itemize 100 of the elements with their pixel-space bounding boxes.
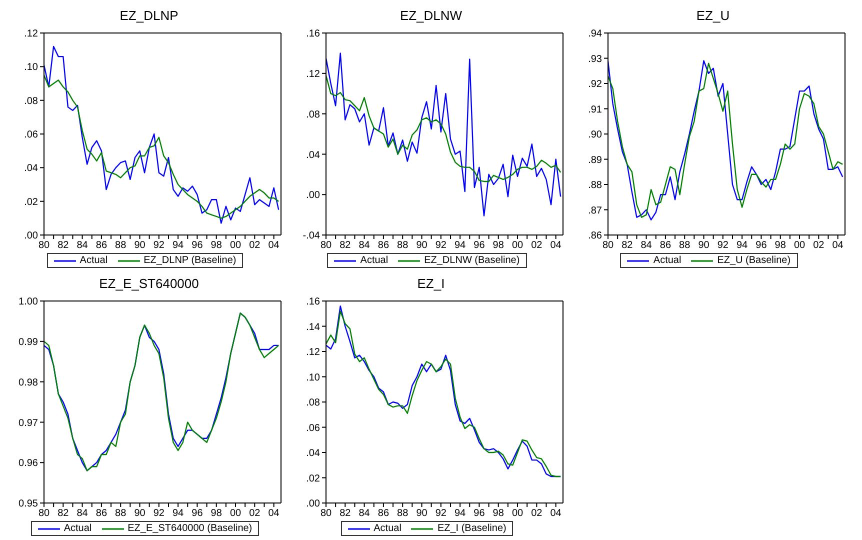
x-tick-label: 82 [340, 240, 352, 252]
x-tick-label: 98 [210, 508, 222, 520]
legend-label: EZ_U (Baseline) [717, 255, 791, 266]
x-tick-label: 04 [550, 240, 562, 252]
x-tick-label: 84 [76, 508, 88, 520]
x-tick-label: 00 [512, 508, 524, 520]
x-tick-label: 90 [416, 240, 428, 252]
x-tick-label: 80 [38, 240, 50, 252]
y-tick-label: .12 [306, 68, 320, 80]
chart-title: EZ_I [416, 276, 446, 293]
y-tick-label: .00 [24, 230, 38, 242]
x-tick-label: 94 [454, 508, 466, 520]
legend-label: Actual [374, 523, 402, 534]
y-tick-label: .87 [588, 205, 602, 216]
x-tick-label: 98 [492, 240, 504, 252]
line-series [326, 52, 562, 216]
y-tick-label: .08 [24, 96, 38, 107]
x-tick-label: 04 [832, 240, 844, 252]
x-tick-label: 94 [172, 508, 184, 520]
x-tick-label: 86 [96, 240, 108, 252]
y-tick-label: .10 [306, 372, 320, 384]
legend-label: EZ_E_ST640000 (Baseline) [128, 523, 252, 534]
y-tick-label: .16 [306, 28, 320, 40]
chart-title: EZ_DLNW [398, 8, 464, 25]
x-tick-label: 82 [58, 240, 70, 252]
chart-title: EZ_U [695, 8, 731, 25]
y-tick-label: .12 [24, 28, 38, 40]
chart-title: EZ_DLNP [118, 8, 180, 25]
y-tick-label: 0.97 [18, 418, 38, 429]
x-tick-label: 86 [378, 240, 390, 252]
legend-label: Actual [360, 255, 388, 266]
y-tick-label: .00 [306, 190, 320, 202]
y-tick-label: .94 [588, 28, 602, 40]
x-tick-label: 02 [813, 240, 825, 252]
x-tick-label: 00 [230, 240, 242, 252]
x-tick-label: 80 [320, 240, 332, 252]
y-tick-label: .06 [24, 130, 38, 141]
x-tick-label: 82 [622, 240, 634, 252]
y-tick-label: -.04 [302, 230, 320, 242]
x-tick-label: 04 [268, 240, 280, 252]
legend-label: Actual [653, 255, 682, 266]
x-tick-label: 84 [358, 508, 370, 520]
x-tick-label: 96 [192, 508, 204, 520]
x-tick-label: 94 [172, 240, 184, 252]
x-tick-label: 88 [397, 240, 409, 252]
x-tick-label: 82 [340, 508, 352, 520]
x-tick-label: 98 [774, 240, 786, 252]
legend-label: EZ_I (Baseline) [437, 523, 506, 534]
legend-label: EZ_DLNP (Baseline) [144, 255, 236, 266]
y-tick-label: .16 [306, 296, 320, 308]
y-tick-label: .04 [306, 448, 320, 460]
x-tick-label: 84 [76, 240, 88, 252]
x-tick-label: 96 [192, 240, 204, 252]
x-tick-label: 90 [698, 240, 710, 252]
legend-label: EZ_DLNW (Baseline) [424, 255, 520, 266]
x-tick-label: 92 [435, 240, 447, 252]
x-tick-label: 02 [531, 508, 543, 520]
y-tick-label: .88 [588, 180, 602, 192]
legend-label: Actual [80, 255, 108, 266]
y-tick-label: 0.96 [18, 458, 38, 470]
y-tick-label: .14 [306, 322, 320, 333]
x-tick-label: 92 [717, 240, 729, 252]
x-tick-label: 96 [756, 240, 768, 252]
line-series [44, 74, 280, 219]
y-tick-label: 0.99 [18, 336, 38, 348]
y-tick-label: .12 [306, 347, 320, 358]
x-tick-label: 92 [153, 240, 165, 252]
x-tick-label: 98 [210, 240, 222, 252]
y-tick-label: .93 [588, 54, 602, 65]
y-tick-label: 0.95 [18, 498, 38, 510]
y-tick-label: 0.98 [18, 377, 38, 388]
y-tick-label: .08 [306, 398, 320, 409]
x-tick-label: 90 [416, 508, 428, 520]
x-tick-label: 00 [794, 240, 806, 252]
x-tick-label: 94 [736, 240, 748, 252]
line-series [44, 46, 280, 224]
x-tick-label: 94 [454, 240, 466, 252]
x-tick-label: 02 [249, 508, 261, 520]
y-tick-label: .86 [588, 230, 602, 242]
x-tick-label: 00 [512, 240, 524, 252]
x-tick-label: 80 [38, 508, 50, 520]
x-tick-label: 90 [134, 508, 146, 520]
y-tick-label: .91 [588, 104, 602, 116]
chart-title: EZ_E_ST640000 [98, 276, 200, 293]
x-tick-label: 96 [474, 508, 486, 520]
legend-label: Actual [64, 523, 92, 534]
x-tick-label: 88 [679, 240, 691, 252]
y-tick-label: .90 [588, 130, 602, 141]
y-tick-label: .06 [306, 422, 320, 434]
x-tick-label: 04 [550, 508, 562, 520]
y-tick-label: .92 [588, 79, 602, 90]
y-tick-label: .89 [588, 154, 602, 166]
x-tick-label: 80 [602, 240, 614, 252]
x-tick-label: 86 [96, 508, 108, 520]
x-tick-label: 86 [660, 240, 672, 252]
y-tick-label: .02 [24, 196, 38, 208]
line-series [326, 74, 562, 182]
y-tick-label: .00 [306, 498, 320, 510]
x-tick-label: 84 [358, 240, 370, 252]
x-tick-label: 98 [492, 508, 504, 520]
